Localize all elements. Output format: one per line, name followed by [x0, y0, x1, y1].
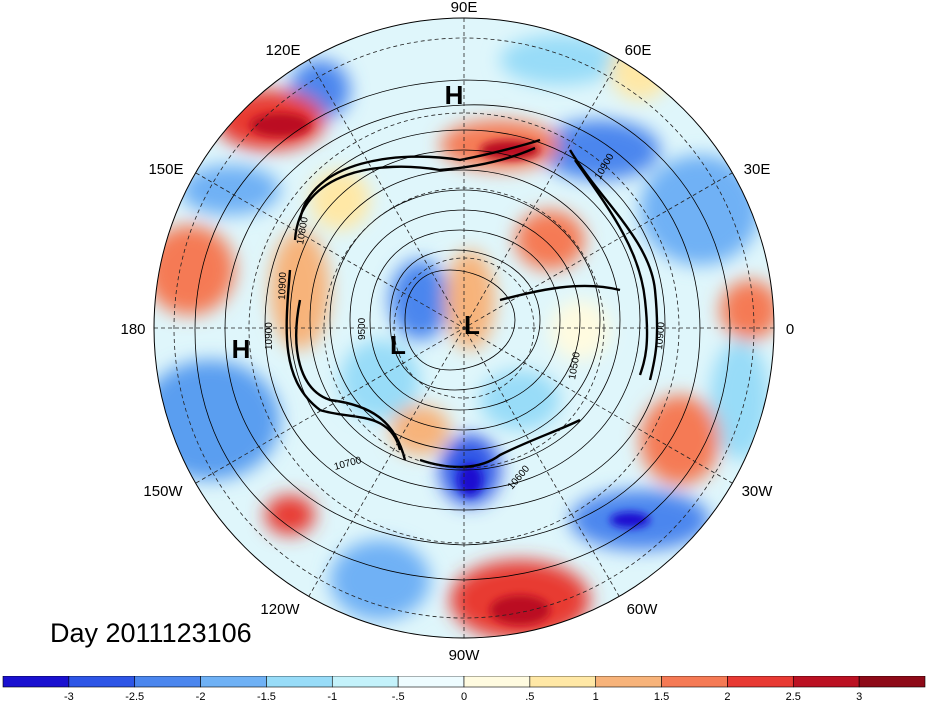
colorbar-ticks: -3 -2.5 -2 -1.5 -1 -.5 0 .5 1 1.5 2 2.5 3 — [64, 691, 862, 702]
lon-label-60w: 60W — [627, 601, 659, 618]
lon-label-30e: 30E — [744, 161, 771, 178]
colorbar-tick-label: -3 — [64, 691, 74, 702]
colorbar-box — [331, 676, 399, 688]
graticule — [154, 18, 774, 638]
colorbar-box — [463, 676, 531, 688]
colorbar-tick-label: -2 — [196, 691, 206, 702]
lon-label-0: 0 — [786, 321, 794, 338]
lon-label-120w: 120W — [260, 601, 300, 618]
lon-label-60e: 60E — [625, 42, 652, 59]
colorbar-tick-label: -2.5 — [125, 691, 144, 702]
colorbar-tick-label: 0 — [461, 691, 467, 702]
lon-label-30w: 30W — [742, 483, 774, 500]
colorbar-box — [792, 676, 860, 688]
colorbar-box — [266, 676, 333, 688]
colorbar-box — [2, 676, 70, 688]
colorbar-tick-label: 2 — [724, 691, 730, 702]
colorbar-tick-label: 3 — [856, 691, 862, 702]
colorbar-tick-label: 1 — [593, 691, 599, 702]
colorbar-box — [200, 676, 267, 688]
contour-label-4: 10900 — [264, 322, 275, 350]
colorbar-box — [595, 676, 662, 688]
colorbar-tick-label: -1.5 — [257, 691, 276, 702]
colorbar-tick-label: -1 — [327, 691, 337, 702]
low-center-right: L — [464, 310, 480, 340]
contour-label-8: 10500 — [567, 351, 583, 381]
high-center-north: H — [445, 80, 464, 110]
colorbar-tick-label: .5 — [525, 691, 534, 702]
contour-label-9: 10900 — [654, 321, 667, 350]
colorbar-tick-label: -.5 — [392, 691, 405, 702]
low-center-left: L — [390, 330, 406, 360]
lon-label-120e: 120E — [265, 42, 300, 59]
longitude-labels: 90E 60E 30E 0 30W 60W 90W 120W 150W 180 … — [120, 0, 794, 664]
colorbar-box — [397, 676, 465, 688]
colorbar-box — [858, 676, 926, 688]
lon-label-90e: 90E — [451, 0, 478, 16]
colorbar-box — [529, 676, 597, 688]
colorbar-tick-label: 1.5 — [654, 691, 669, 702]
high-center-west: H — [232, 334, 251, 364]
lon-label-150e: 150E — [148, 161, 183, 178]
lon-label-180: 180 — [120, 321, 145, 338]
colorbar-boxes — [2, 676, 926, 688]
contour-label-2: 10800 — [295, 216, 311, 246]
colorbar-box — [661, 676, 728, 688]
colorbar: -3 -2.5 -2 -1.5 -1 -.5 0 .5 1 1.5 2 2.5 3 — [2, 676, 926, 702]
jet-contours — [285, 138, 659, 469]
map-boundary — [153, 17, 775, 639]
contour-label-5: 9500 — [357, 317, 368, 340]
colorbar-box — [727, 676, 794, 688]
colorbar-box — [134, 676, 201, 688]
pressure-centers: H L L H — [232, 80, 480, 364]
day-label: Day 2011123106 — [50, 618, 252, 648]
contour-label-3: 10900 — [277, 271, 289, 300]
colorbar-box — [68, 676, 136, 688]
anomaly-field — [154, 18, 774, 638]
lon-label-90w: 90W — [449, 647, 481, 664]
lon-label-150w: 150W — [143, 483, 183, 500]
colorbar-tick-label: 2.5 — [786, 691, 801, 702]
